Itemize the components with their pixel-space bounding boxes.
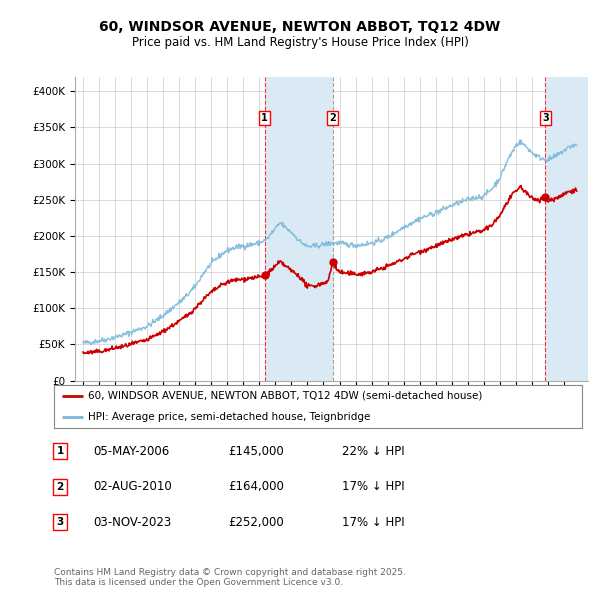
Bar: [545, 77, 588, 381]
Text: 1: 1: [262, 113, 268, 123]
Text: 3: 3: [56, 517, 64, 527]
Text: 03-NOV-2023: 03-NOV-2023: [93, 516, 171, 529]
Text: 2: 2: [329, 113, 336, 123]
Text: HPI: Average price, semi-detached house, Teignbridge: HPI: Average price, semi-detached house,…: [88, 412, 371, 422]
Text: Price paid vs. HM Land Registry's House Price Index (HPI): Price paid vs. HM Land Registry's House …: [131, 36, 469, 49]
Text: 17% ↓ HPI: 17% ↓ HPI: [342, 516, 404, 529]
Text: 17% ↓ HPI: 17% ↓ HPI: [342, 480, 404, 493]
Text: £164,000: £164,000: [228, 480, 284, 493]
Text: 1: 1: [56, 447, 64, 456]
Text: 60, WINDSOR AVENUE, NEWTON ABBOT, TQ12 4DW (semi-detached house): 60, WINDSOR AVENUE, NEWTON ABBOT, TQ12 4…: [88, 391, 482, 401]
Text: 05-MAY-2006: 05-MAY-2006: [93, 445, 169, 458]
Text: £252,000: £252,000: [228, 516, 284, 529]
Text: 02-AUG-2010: 02-AUG-2010: [93, 480, 172, 493]
Text: 2: 2: [56, 482, 64, 491]
Text: Contains HM Land Registry data © Crown copyright and database right 2025.
This d: Contains HM Land Registry data © Crown c…: [54, 568, 406, 587]
Bar: [265, 77, 333, 381]
Text: 22% ↓ HPI: 22% ↓ HPI: [342, 445, 404, 458]
Text: £145,000: £145,000: [228, 445, 284, 458]
Text: 3: 3: [542, 113, 549, 123]
Text: 60, WINDSOR AVENUE, NEWTON ABBOT, TQ12 4DW: 60, WINDSOR AVENUE, NEWTON ABBOT, TQ12 4…: [100, 19, 500, 34]
